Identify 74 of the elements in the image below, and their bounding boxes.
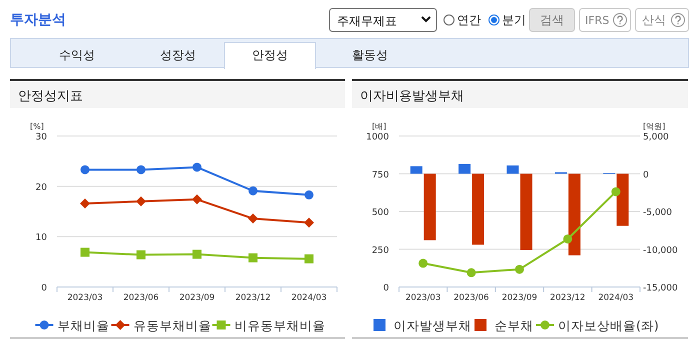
text: 안정성 [252, 48, 288, 62]
y2-tick-label: -5,000 [643, 208, 672, 218]
text: 성장성 [160, 48, 196, 62]
text: 검색 [540, 13, 564, 27]
y-tick-label: 1000 [366, 132, 390, 142]
bar [506, 165, 519, 174]
point [563, 234, 572, 244]
text: 수익성 [59, 48, 95, 62]
point [80, 165, 90, 174]
point [304, 190, 314, 200]
y2-tick-label: 0 [643, 170, 649, 180]
point [304, 218, 314, 228]
text: 산식 [642, 13, 666, 27]
point [248, 253, 258, 262]
x-tick-label: 2023/03 [67, 293, 103, 303]
text: 투자분석 [10, 12, 66, 28]
y2-tick-label: -10,000 [643, 246, 678, 256]
x-tick-label: 2024/03 [598, 293, 634, 303]
bar [568, 174, 580, 256]
text: IFRS [585, 14, 610, 27]
y-axis-title: [배] [372, 122, 386, 131]
point [192, 162, 202, 172]
point [466, 268, 476, 278]
y2-tick-label: 5,000 [643, 132, 670, 142]
text: 활동성 [352, 48, 388, 62]
text: 연간 [457, 13, 481, 27]
y-tick-label: 750 [372, 170, 390, 180]
legend-label: 순부채 [494, 318, 534, 333]
chart-title: 안정성지표 [18, 89, 83, 104]
y-tick-label: 30 [36, 132, 48, 142]
chart-title: 이자비용발생부채 [360, 89, 464, 104]
y-axis-title: [%] [30, 122, 44, 131]
y-tick-label: 500 [372, 208, 390, 218]
x-tick-label: 2023/03 [405, 293, 441, 303]
y2-axis-title: [억원] [643, 122, 666, 131]
legend-label: 비유동부채비율 [234, 318, 326, 333]
point [80, 198, 90, 208]
legend-label: 이자발생부채 [394, 318, 472, 333]
y-tick-label: 0 [383, 284, 390, 294]
bar [424, 174, 436, 240]
bar [410, 166, 422, 174]
bar [472, 174, 484, 245]
bar [520, 174, 532, 250]
text: 분기 [502, 13, 526, 27]
point [192, 250, 202, 259]
legend-label: 이자보상배율(좌) [558, 318, 659, 333]
x-tick-label: 2023/12 [550, 293, 586, 303]
point [136, 165, 146, 174]
x-tick-label: 2023/06 [454, 293, 489, 303]
y-tick-label: 20 [36, 182, 48, 193]
point [248, 186, 258, 196]
x-tick-label: 2024/03 [291, 293, 327, 303]
legend-label: 부채비율 [57, 318, 110, 333]
bar [458, 164, 471, 174]
point [418, 258, 428, 268]
x-tick-label: 2023/12 [235, 293, 271, 303]
y-tick-label: 250 [372, 246, 390, 256]
dropdown-field: 주재무제표 [329, 8, 437, 32]
point [304, 254, 314, 264]
point [515, 264, 524, 274]
legend-label: 유동부채비율 [133, 318, 212, 333]
y2-tick-label: -15,000 [643, 284, 678, 294]
point [136, 250, 146, 260]
x-tick-label: 2023/06 [123, 293, 159, 303]
point [248, 214, 258, 224]
bar [616, 174, 629, 226]
point [192, 194, 202, 204]
x-tick-label: 2023/09 [502, 293, 538, 303]
y-tick-label: 0 [41, 284, 48, 294]
point [80, 248, 90, 257]
point [611, 187, 620, 196]
x-tick-label: 2023/09 [179, 293, 215, 303]
y-tick-label: 10 [36, 233, 48, 244]
point [136, 196, 146, 206]
